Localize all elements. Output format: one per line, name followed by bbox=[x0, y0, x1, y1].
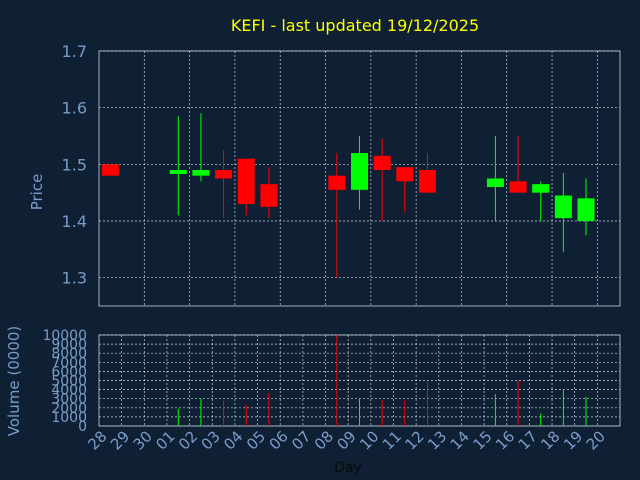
candle-body bbox=[101, 164, 119, 176]
candle-body bbox=[486, 178, 504, 187]
volume-tick-label: 8000 bbox=[51, 346, 87, 362]
volume-tick-label: 1000 bbox=[51, 410, 87, 426]
x-axis-label: Day bbox=[334, 460, 362, 476]
candle-body bbox=[554, 195, 572, 219]
candle-body bbox=[509, 181, 527, 193]
volume-tick-label: 7000 bbox=[51, 355, 87, 371]
candle-body bbox=[532, 184, 550, 193]
price-tick-label: 1.4 bbox=[62, 212, 87, 231]
volume-tick-label: 2000 bbox=[51, 401, 87, 417]
volume-tick-label: 9000 bbox=[51, 337, 87, 353]
volume-tick-label: 6000 bbox=[51, 364, 87, 380]
candle-body bbox=[351, 153, 368, 190]
candle-body bbox=[373, 155, 391, 170]
volume-tick-label: 0 bbox=[78, 419, 87, 435]
candle-body bbox=[192, 170, 210, 176]
candle-body bbox=[169, 170, 187, 174]
chart-title: KEFI - last updated 19/12/2025 bbox=[231, 16, 479, 35]
candle-body bbox=[260, 184, 278, 207]
volume-tick-label: 4000 bbox=[51, 383, 87, 399]
volume-tick-label: 3000 bbox=[51, 392, 87, 408]
price-tick-label: 1.3 bbox=[62, 269, 87, 288]
x-tick-label: 20 bbox=[583, 427, 609, 453]
candle-body bbox=[577, 198, 595, 221]
price-tick-label: 1.5 bbox=[62, 155, 87, 174]
candle-body bbox=[328, 175, 346, 190]
volume-axis-label: Volume (0000) bbox=[5, 326, 23, 436]
price-tick-label: 1.6 bbox=[62, 99, 87, 118]
candle-body bbox=[396, 167, 414, 182]
volume-tick-label: 10000 bbox=[42, 328, 87, 344]
candle-body bbox=[237, 158, 255, 204]
price-panel: 1.3 1.4 1.5 1.6 1.7 bbox=[62, 42, 621, 307]
candle-body bbox=[418, 170, 436, 193]
y-axis-label: Price bbox=[28, 174, 46, 211]
volume-tick-label: 5000 bbox=[51, 374, 87, 390]
price-tick-label: 1.7 bbox=[62, 42, 87, 61]
volume-panel: 0100020003000400050006000700080009000100… bbox=[42, 328, 621, 454]
candle-body bbox=[215, 170, 233, 179]
